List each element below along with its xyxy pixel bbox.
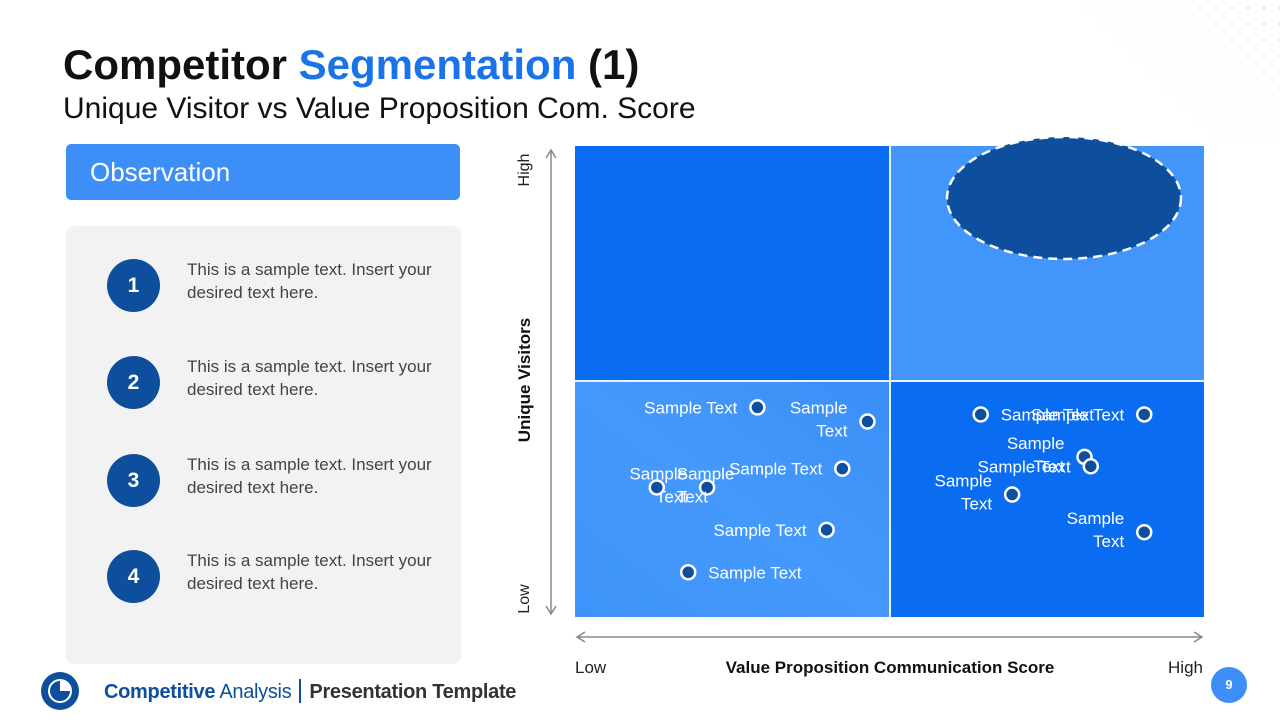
data-point-marker: [749, 399, 766, 416]
data-point-10: Sample Text: [679, 563, 802, 582]
observation-item: 4 This is a sample text. Insert your des…: [107, 550, 447, 606]
data-point-label: Sample: [1007, 434, 1065, 453]
data-point-marker: [1135, 523, 1153, 541]
data-point-marker: [972, 406, 989, 423]
page-title: Competitor Segmentation (1): [63, 40, 639, 90]
observation-number-badge: 1: [107, 259, 160, 312]
quadrant-high-low: [575, 146, 889, 380]
data-point-marker: [648, 479, 666, 496]
observation-header: Observation: [66, 144, 460, 200]
data-point-8: Sample Text: [648, 464, 735, 506]
x-axis-arrowhead-right: [1193, 631, 1204, 643]
data-point-label: Text: [816, 422, 847, 441]
observation-text: This is a sample text. Insert your desir…: [187, 260, 432, 302]
data-point-marker: [1082, 458, 1100, 475]
data-point-label: Text: [656, 487, 687, 506]
observation-panel: 1 This is a sample text. Insert your des…: [66, 226, 461, 664]
data-point-label: Sample Text: [713, 521, 807, 540]
page-number-badge: 9: [1211, 667, 1247, 703]
footer-brand: Analysis: [219, 681, 292, 703]
y-axis-high-label: High: [516, 154, 533, 187]
y-axis-arrowhead-bottom: [545, 605, 557, 616]
observation-item: 1 This is a sample text. Insert your des…: [107, 259, 447, 315]
data-point-marker: [1135, 406, 1153, 423]
data-point-label: Sample Text: [1001, 405, 1095, 424]
x-axis-low-label: Low: [575, 658, 607, 677]
data-point-label: Text: [1093, 532, 1124, 551]
data-point-marker: [679, 564, 697, 581]
data-point-1: Sample Text: [790, 399, 876, 441]
data-point-12: Sample Text: [978, 457, 1100, 476]
data-point-marker: [698, 479, 716, 496]
data-point-6: Sample Text: [935, 472, 1021, 514]
quadrant-low-high: [891, 382, 1204, 617]
title-part-1: Competitor: [63, 41, 299, 88]
data-point-label: Text: [961, 495, 992, 514]
data-point-marker: [1003, 486, 1021, 503]
data-point-4: Sample Text: [1031, 405, 1153, 424]
x-axis-title: Value Proposition Communication Score: [726, 658, 1055, 677]
data-point-3: Sample Text: [629, 464, 716, 506]
data-point-5: Sample Text: [1007, 434, 1093, 476]
footer-separator: [299, 679, 302, 703]
observation-text: This is a sample text. Insert your desir…: [187, 357, 432, 399]
footer-branding: Competitive Analysis Presentation Templat…: [104, 678, 516, 706]
data-point-marker: [818, 521, 835, 539]
data-point-label: Text: [677, 487, 708, 506]
dot-pattern-decoration: [1080, 0, 1280, 140]
data-point-7: Sample Text: [644, 398, 766, 417]
observation-text: This is a sample text. Insert your desir…: [187, 455, 432, 497]
observation-number-badge: 3: [107, 454, 160, 507]
data-point-label: Sample Text: [978, 457, 1072, 476]
highlight-ellipse: [945, 135, 1183, 261]
title-part-3: (1): [576, 41, 640, 88]
data-point-label: Sample Text: [644, 398, 738, 417]
data-point-label: Sample: [935, 472, 993, 491]
data-point-label: Sample: [1067, 509, 1125, 528]
observation-item: 2 This is a sample text. Insert your des…: [107, 356, 447, 412]
observation-text: This is a sample text. Insert your desir…: [187, 551, 432, 593]
quadrant-low-low: [575, 382, 889, 617]
data-point-label: Sample: [677, 464, 735, 483]
observation-number-badge: 2: [107, 356, 160, 409]
data-point-9: Sample Text: [713, 521, 835, 540]
data-point-label: Sample Text: [1031, 405, 1125, 424]
page-subtitle: Unique Visitor vs Value Proposition Com.…: [63, 92, 696, 125]
data-point-11: Sample Text: [972, 405, 1095, 424]
data-point-marker: [859, 413, 876, 430]
observation-number-badge: 4: [107, 550, 160, 603]
pie-chart-logo-icon: [41, 672, 79, 710]
y-axis-low-label: Low: [516, 584, 533, 614]
data-point-label: Sample: [629, 464, 687, 483]
data-point-label: Text: [1033, 457, 1064, 476]
x-axis-arrowhead-left: [575, 631, 586, 643]
title-part-2: Segmentation: [298, 41, 577, 88]
data-point-label: Sample Text: [708, 563, 802, 582]
y-axis-title: Unique Visitors: [515, 318, 534, 442]
footer-brand-bold: Competitive: [104, 681, 216, 703]
footer-template: Presentation Template: [309, 681, 517, 703]
x-axis-high-label: High: [1168, 658, 1203, 677]
data-point-2: Sample Text: [729, 460, 851, 479]
y-axis-arrowhead-top: [545, 148, 557, 159]
data-point-label: Sample: [790, 399, 848, 418]
data-point-13: Sample Text: [1067, 509, 1153, 551]
observation-item: 3 This is a sample text. Insert your des…: [107, 454, 447, 510]
data-point-marker: [834, 460, 851, 477]
data-point-label: Sample Text: [729, 460, 823, 479]
